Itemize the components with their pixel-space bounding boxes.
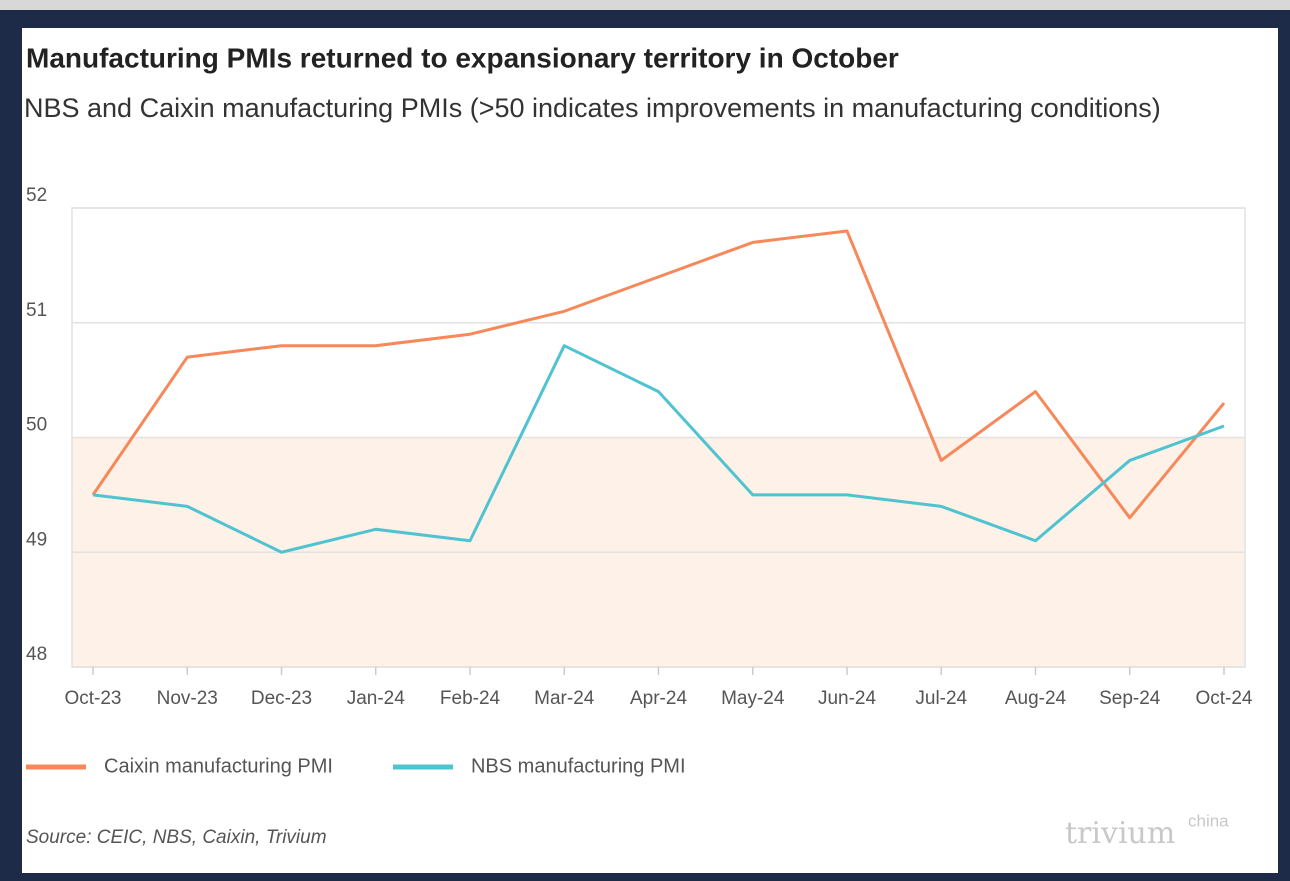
logo-sup: china [1188, 811, 1229, 830]
x-tick-label: Apr-24 [630, 688, 687, 709]
x-tick-label: Sep-24 [1099, 688, 1161, 709]
x-tick-label: Jul-24 [915, 688, 967, 709]
x-tick-label: Jan-24 [347, 688, 406, 709]
top-strip [0, 0, 1290, 10]
x-tick-label: Mar-24 [534, 688, 595, 709]
source: Source: CEIC, NBS, Caixin, Trivium [26, 827, 327, 848]
x-tick-label: Nov-23 [157, 688, 218, 709]
x-tick-label: Feb-24 [440, 688, 501, 709]
y-tick-label: 51 [26, 300, 47, 321]
y-tick-label: 48 [26, 644, 47, 665]
y-tick-label: 50 [26, 415, 47, 436]
x-tick-label: May-24 [721, 688, 785, 709]
y-tick-label: 49 [26, 529, 47, 550]
chart-subtitle: NBS and Caixin manufacturing PMIs (>50 i… [24, 93, 1161, 123]
subtitle-box: NBS and Caixin manufacturing PMIs (>50 i… [24, 93, 1161, 123]
x-tick-label: Dec-23 [251, 688, 312, 709]
series-line [91, 229, 1226, 520]
legend-label: NBS manufacturing PMI [471, 755, 686, 777]
chart-title: Manufacturing PMIs returned to expansion… [26, 42, 899, 73]
x-tick-label: Oct-24 [1195, 688, 1252, 709]
legend-label: Caixin manufacturing PMI [104, 755, 333, 777]
x-tick-label: Jun-24 [818, 688, 877, 709]
x-tick-label: Aug-24 [1005, 688, 1067, 709]
x-tick-label: Oct-23 [64, 688, 121, 709]
y-tick-label: 52 [26, 185, 47, 206]
logo: trivium [1065, 816, 1175, 851]
series-line [92, 344, 1225, 554]
